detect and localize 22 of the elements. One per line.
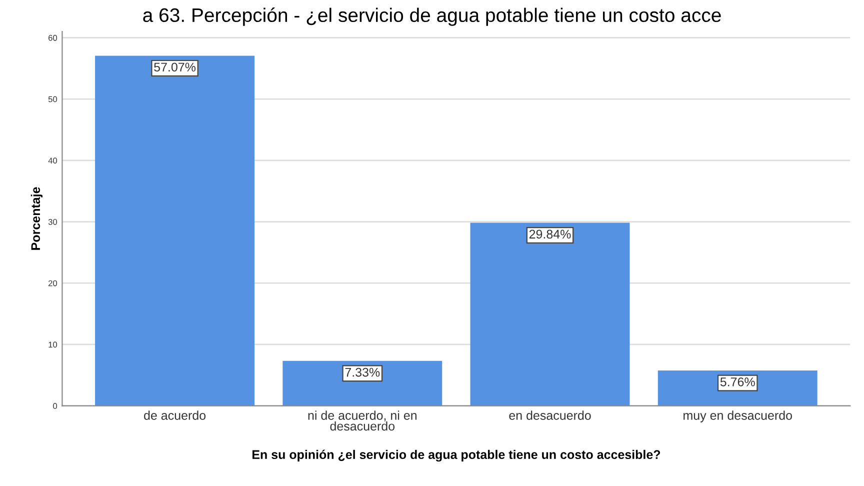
x-axis-title: En su opinión ¿el servicio de agua potable tiene un costo accesible? — [252, 450, 660, 462]
y-tick-label: 40 — [48, 158, 58, 164]
y-tick-label: 10 — [48, 342, 58, 348]
y-tick-label: 60 — [48, 34, 58, 41]
y-tick-label: 50 — [48, 96, 58, 102]
y-tick-label: 30 — [48, 218, 58, 225]
data-label: 7.33% — [345, 368, 380, 377]
y-axis-title: Porcentaje — [30, 187, 43, 250]
data-label: 5.76% — [720, 377, 755, 386]
x-tick-label: muy en desacuerdo — [684, 410, 792, 422]
y-tick-label: 0 — [53, 403, 58, 409]
bar — [658, 370, 818, 406]
x-tick-label: de acuerdo — [144, 410, 206, 420]
y-tick-label: 20 — [48, 280, 58, 286]
x-tick-label: ni de acuerdo, ni en desacuerdo — [308, 410, 416, 431]
bar — [470, 222, 630, 406]
x-tick-label: en desacuerdo — [509, 410, 591, 420]
bar — [95, 56, 255, 406]
data-label: 29.84% — [529, 230, 571, 239]
chart-title: a 63. Percepción - ¿el servicio de agua potable tiene un costo acce — [143, 8, 721, 26]
bar — [282, 360, 442, 406]
data-label: 57.07% — [154, 62, 196, 72]
